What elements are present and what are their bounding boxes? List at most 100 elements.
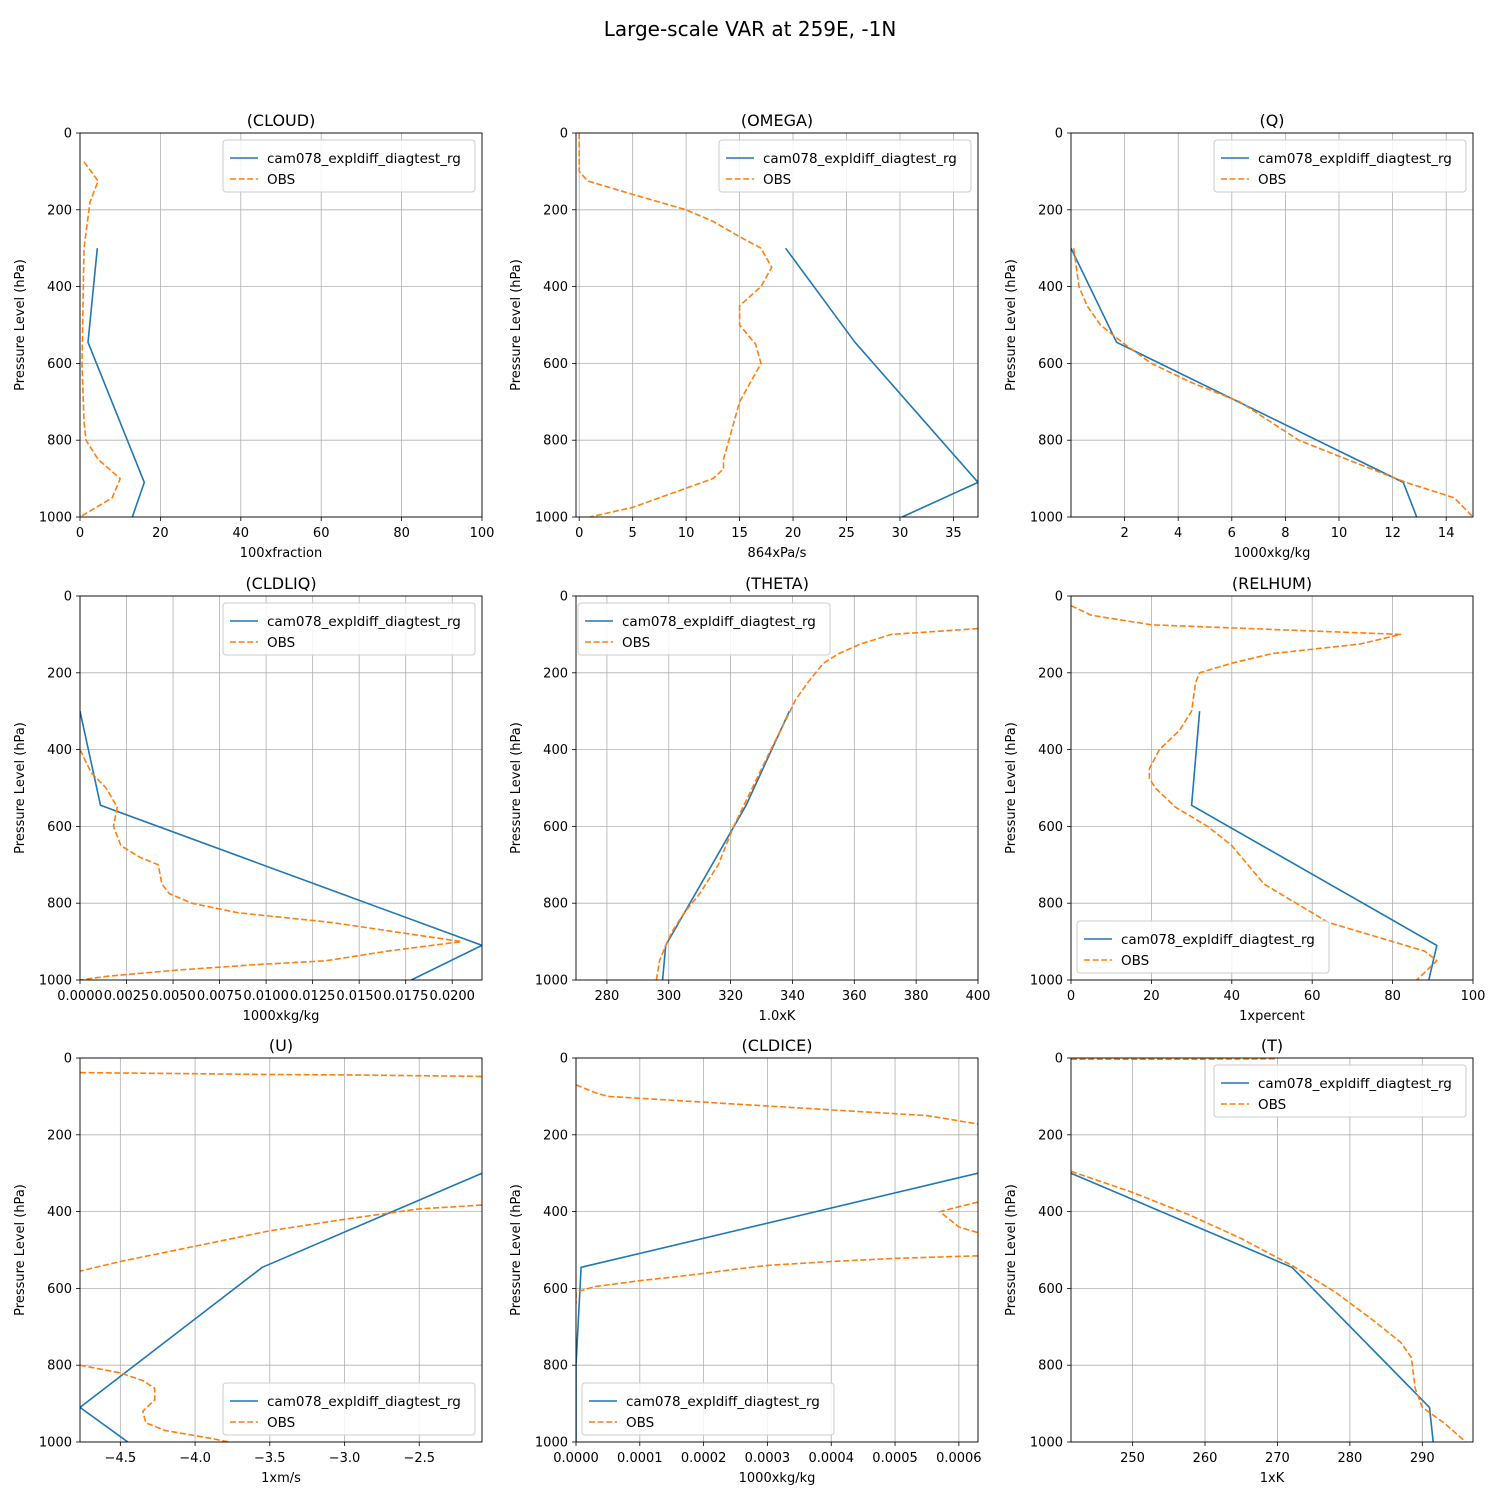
x-tick-label: 0.0150: [336, 989, 382, 1004]
y-tick-label: 800: [543, 1359, 568, 1374]
x-tick-label: 250: [1120, 1451, 1145, 1466]
y-tick-label: 200: [543, 666, 568, 681]
series-group: [1071, 247, 1473, 517]
y-tick-label: 200: [1038, 203, 1063, 218]
y-tick-label: 400: [543, 1205, 568, 1220]
x-tick-label: 10: [678, 526, 695, 541]
x-tick-label: 0.0000: [57, 989, 103, 1004]
axes-frame: [79, 1057, 483, 1443]
y-tick-label: 600: [1038, 357, 1063, 372]
y-axis-label: Pressure Level (hPa): [1004, 722, 1019, 854]
y-tick-label: 400: [47, 1205, 72, 1220]
y-tick-label: 200: [47, 1128, 72, 1143]
y-tick-label: 1000: [39, 974, 72, 989]
y-tick-label: 800: [47, 434, 72, 449]
y-tick-label: 600: [543, 357, 568, 372]
series-group: [655, 627, 978, 980]
x-tick-label: 60: [313, 526, 330, 541]
legend-label: OBS: [622, 635, 650, 651]
axes-frame: [1070, 595, 1474, 981]
x-tick-label: 280: [595, 989, 620, 1004]
x-tick-label: 12: [1384, 526, 1401, 541]
x-axis-label: 100xfraction: [240, 546, 322, 561]
series-group: [80, 711, 482, 980]
x-axis-label: 1xK: [1260, 1471, 1285, 1486]
y-axis-label: Pressure Level (hPa): [13, 259, 28, 391]
y-tick-label: 0: [560, 127, 568, 142]
y-tick-label: 0: [64, 127, 72, 142]
legend-box: [1213, 1064, 1467, 1118]
legend-box: [581, 1382, 835, 1436]
series-line-model: [576, 1172, 978, 1442]
x-tick-label: 0.0125: [290, 989, 336, 1004]
axes-frame: [79, 595, 483, 981]
series-line-obs: [576, 1255, 978, 1304]
x-tick-label: 0.0002: [681, 1451, 727, 1466]
x-tick-label: 60: [1304, 989, 1321, 1004]
x-tick-label: 40: [1224, 989, 1241, 1004]
y-tick-label: 1000: [39, 1436, 72, 1451]
legend-label: cam078_expldiff_diagtest_rg: [267, 1394, 461, 1410]
panel-title: (THETA): [745, 574, 809, 593]
series-group: [578, 133, 978, 517]
legend-label: cam078_expldiff_diagtest_rg: [1258, 1076, 1452, 1092]
x-tick-label: 5: [629, 526, 637, 541]
panel-omega: 0 5 10 15 20 25 30 35 0 200 400 600 800 1000 (OMEGA) 86…: [509, 111, 979, 561]
y-tick-label: 400: [1038, 280, 1063, 295]
y-tick-label: 800: [543, 897, 568, 912]
y-tick-label: 200: [47, 666, 72, 681]
x-tick-label: 0.0050: [150, 989, 196, 1004]
series-line-model: [80, 1172, 482, 1442]
y-tick-label: 400: [47, 743, 72, 758]
x-tick-label: 20: [785, 526, 802, 541]
y-tick-label: 800: [1038, 434, 1063, 449]
x-tick-label: 0: [1067, 989, 1075, 1004]
y-tick-label: 0: [64, 590, 72, 605]
series-line-model: [784, 247, 978, 517]
series-group: [576, 1084, 978, 1442]
panel-title: (OMEGA): [741, 111, 813, 130]
x-tick-label: 380: [904, 989, 929, 1004]
panel-title: (CLDICE): [742, 1036, 813, 1055]
y-tick-label: 1000: [39, 511, 72, 526]
x-tick-label: 80: [1384, 989, 1401, 1004]
x-tick-label: 6: [1228, 526, 1236, 541]
legend: cam078_expldiff_diagtest_rg OBS: [222, 139, 476, 193]
series-line-obs: [80, 749, 463, 980]
y-tick-label: 1000: [1030, 974, 1063, 989]
legend-label: cam078_expldiff_diagtest_rg: [1121, 932, 1315, 948]
series-line-obs: [655, 627, 978, 980]
x-axis-label: 1000xkg/kg: [739, 1471, 816, 1486]
x-tick-label: 40: [233, 526, 250, 541]
legend: cam078_expldiff_diagtest_rg OBS: [1076, 920, 1330, 974]
legend-label: OBS: [1121, 953, 1149, 969]
x-tick-label: 0.0001: [617, 1451, 663, 1466]
panel-cldliq: 0.0000 0.0025 0.0050 0.0075 0.0100 0.0125 0.01…: [13, 574, 483, 1024]
x-tick-label: 14: [1438, 526, 1455, 541]
y-tick-label: 0: [560, 590, 568, 605]
x-tick-label: 260: [1193, 1451, 1218, 1466]
legend-label: OBS: [267, 1415, 295, 1431]
y-axis-label: Pressure Level (hPa): [13, 722, 28, 854]
x-tick-label: 280: [1337, 1451, 1362, 1466]
legend-box: [1076, 920, 1330, 974]
series-line-model: [1071, 1172, 1434, 1442]
x-tick-label: 0.0175: [383, 989, 429, 1004]
x-tick-label: −3.0: [329, 1451, 361, 1466]
series-line-obs: [80, 1204, 482, 1272]
x-tick-label: 35: [945, 526, 962, 541]
legend-label: OBS: [1258, 172, 1286, 188]
y-tick-label: 0: [1055, 590, 1063, 605]
legend-box: [222, 1382, 476, 1436]
x-tick-label: 8: [1281, 526, 1289, 541]
x-tick-label: 10: [1331, 526, 1348, 541]
series-line-obs: [80, 1364, 230, 1442]
x-tick-label: 270: [1265, 1451, 1290, 1466]
x-tick-label: 100: [1461, 989, 1486, 1004]
axes-frame: [575, 132, 979, 518]
axes-frame: [575, 1057, 979, 1443]
panel-title: (CLOUD): [247, 111, 316, 130]
legend-label: cam078_expldiff_diagtest_rg: [267, 614, 461, 630]
y-tick-label: 800: [47, 897, 72, 912]
panel-relhum: 0 20 40 60 80 10002004006008001000(RELHUM)1xp…: [1004, 574, 1485, 1024]
